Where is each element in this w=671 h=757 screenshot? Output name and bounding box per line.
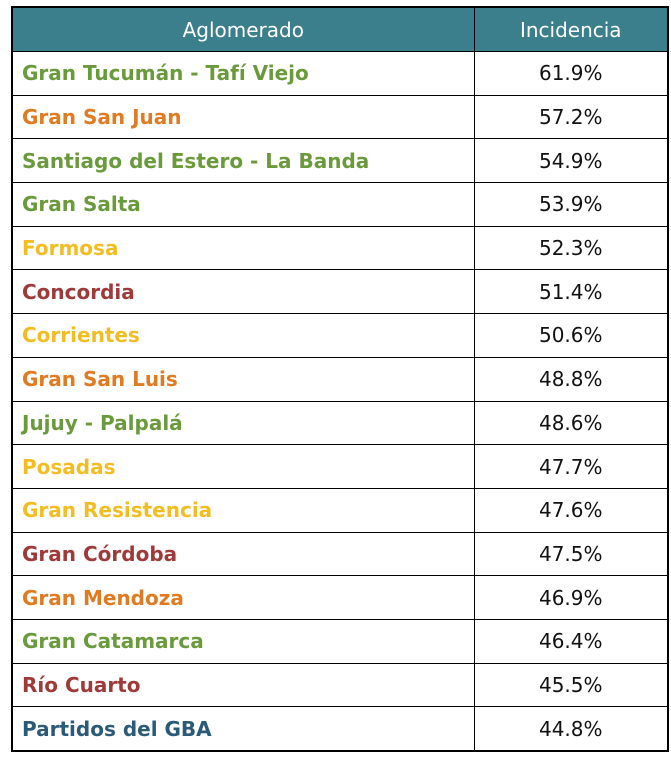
aglomerado-cell: Corrientes: [11, 313, 475, 358]
table-row: Río Cuarto 45.5%: [11, 662, 669, 708]
incidencia-cell: 61.9%: [473, 51, 669, 96]
table-row: Formosa 52.3%: [11, 225, 669, 271]
table-row: Gran San Luis 48.8%: [11, 356, 669, 402]
incidencia-cell: 47.6%: [473, 487, 669, 533]
aglomerado-cell: Partidos del GBA: [11, 706, 475, 752]
incidencia-cell: 57.2%: [473, 94, 669, 140]
incidencia-cell: 51.4%: [473, 269, 669, 315]
incidencia-cell: 53.9%: [473, 182, 669, 227]
incidencia-cell: 45.5%: [473, 662, 669, 708]
incidencia-cell: 46.9%: [473, 575, 669, 620]
incidencia-cell: 46.4%: [473, 618, 669, 664]
table-row: Gran Catamarca 46.4%: [11, 618, 669, 664]
table-body: Gran Tucumán - Tafí Viejo 61.9% Gran San J…: [11, 51, 669, 752]
incidence-table: Aglomerado Incidencia Gran Tucumán - Taf…: [11, 6, 669, 752]
table-row: Gran Salta 53.9%: [11, 182, 669, 227]
incidencia-cell: 52.3%: [473, 225, 669, 271]
incidencia-cell: 48.6%: [473, 400, 669, 446]
table-row: Gran San Juan 57.2%: [11, 94, 669, 140]
table-row: Corrientes 50.6%: [11, 313, 669, 358]
aglomerado-cell: Gran San Juan: [11, 94, 475, 140]
aglomerado-cell: Formosa: [11, 225, 475, 271]
header-aglomerado: Aglomerado: [11, 7, 475, 52]
incidencia-cell: 50.6%: [473, 313, 669, 358]
table-row: Concordia 51.4%: [11, 269, 669, 315]
incidencia-cell: 47.5%: [473, 531, 669, 577]
incidencia-cell: 48.8%: [473, 356, 669, 402]
aglomerado-cell: Santiago del Estero - La Banda: [11, 138, 475, 184]
aglomerado-cell: Río Cuarto: [11, 662, 475, 708]
table-row: Jujuy - Palpalá 48.6%: [11, 400, 669, 446]
aglomerado-cell: Gran Tucumán - Tafí Viejo: [11, 51, 475, 96]
header-incidencia: Incidencia: [473, 7, 669, 52]
table-row: Gran Resistencia 47.6%: [11, 487, 669, 533]
table-row: Santiago del Estero - La Banda 54.9%: [11, 138, 669, 184]
incidencia-cell: 54.9%: [473, 138, 669, 184]
aglomerado-cell: Gran Resistencia: [11, 487, 475, 533]
table-row: Posadas 47.7%: [11, 444, 669, 489]
aglomerado-cell: Jujuy - Palpalá: [11, 400, 475, 446]
table-row: Gran Tucumán - Tafí Viejo 61.9%: [11, 51, 669, 96]
aglomerado-cell: Concordia: [11, 269, 475, 315]
incidencia-cell: 44.8%: [473, 706, 669, 752]
aglomerado-cell: Gran Salta: [11, 182, 475, 227]
aglomerado-cell: Gran Córdoba: [11, 531, 475, 577]
table-row: Gran Córdoba 47.5%: [11, 531, 669, 577]
header-row: Aglomerado Incidencia: [11, 7, 669, 52]
table-wrapper: Aglomerado Incidencia Gran Tucumán - Taf…: [11, 6, 669, 752]
aglomerado-cell: Gran San Luis: [11, 356, 475, 402]
table-row: Gran Mendoza 46.9%: [11, 575, 669, 620]
table-row: Partidos del GBA 44.8%: [11, 706, 669, 752]
aglomerado-cell: Gran Mendoza: [11, 575, 475, 620]
aglomerado-cell: Posadas: [11, 444, 475, 489]
incidencia-cell: 47.7%: [473, 444, 669, 489]
aglomerado-cell: Gran Catamarca: [11, 618, 475, 664]
